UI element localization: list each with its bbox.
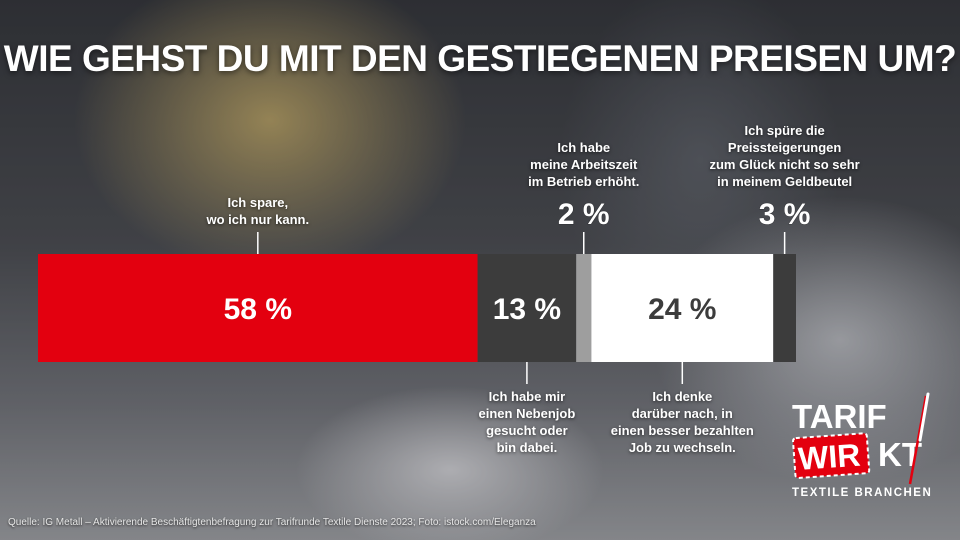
value-label-1: 13 % — [493, 293, 561, 326]
logo-line2a: WIR — [797, 437, 862, 477]
value-label-2: 2 % — [558, 198, 610, 231]
category-label-0: Ich spare, wo ich nur kann. — [206, 195, 310, 227]
logo-needle-thread — [908, 395, 928, 485]
logo-patch — [792, 432, 871, 479]
value-label-4: 3 % — [759, 198, 811, 231]
value-label-0: 58 % — [224, 293, 292, 326]
value-label-3: 24 % — [648, 293, 716, 326]
bar-segment-1 — [477, 254, 577, 362]
category-label-2: Ich habe meine Arbeitszeit im Betrieb er… — [528, 140, 640, 189]
bar-segment-3 — [591, 254, 774, 362]
bar-segment-4 — [773, 254, 796, 362]
page-title: WIE GEHST DU MIT DEN GESTIEGENEN PREISEN… — [3, 38, 957, 79]
category-label-1: Ich habe mir einen Nebenjob gesucht oder… — [478, 389, 576, 455]
category-label-3: Ich denke darüber nach, in einen besser … — [610, 389, 754, 455]
needle-icon — [918, 392, 930, 442]
source-note: Quelle: IG Metall – Aktivierende Beschäf… — [8, 517, 536, 528]
logo-tagline: TEXTILE BRANCHEN — [792, 487, 932, 499]
category-label-4: Ich spüre die Preissteigerungen zum Glüc… — [709, 123, 860, 189]
bar-segment-0 — [38, 254, 478, 362]
tarif-wirkt-logo: TARIF WIR KT TEXTILE BRANCHEN — [792, 392, 932, 499]
logo-line1: TARIF — [792, 398, 887, 435]
bar-segment-2 — [576, 254, 592, 362]
